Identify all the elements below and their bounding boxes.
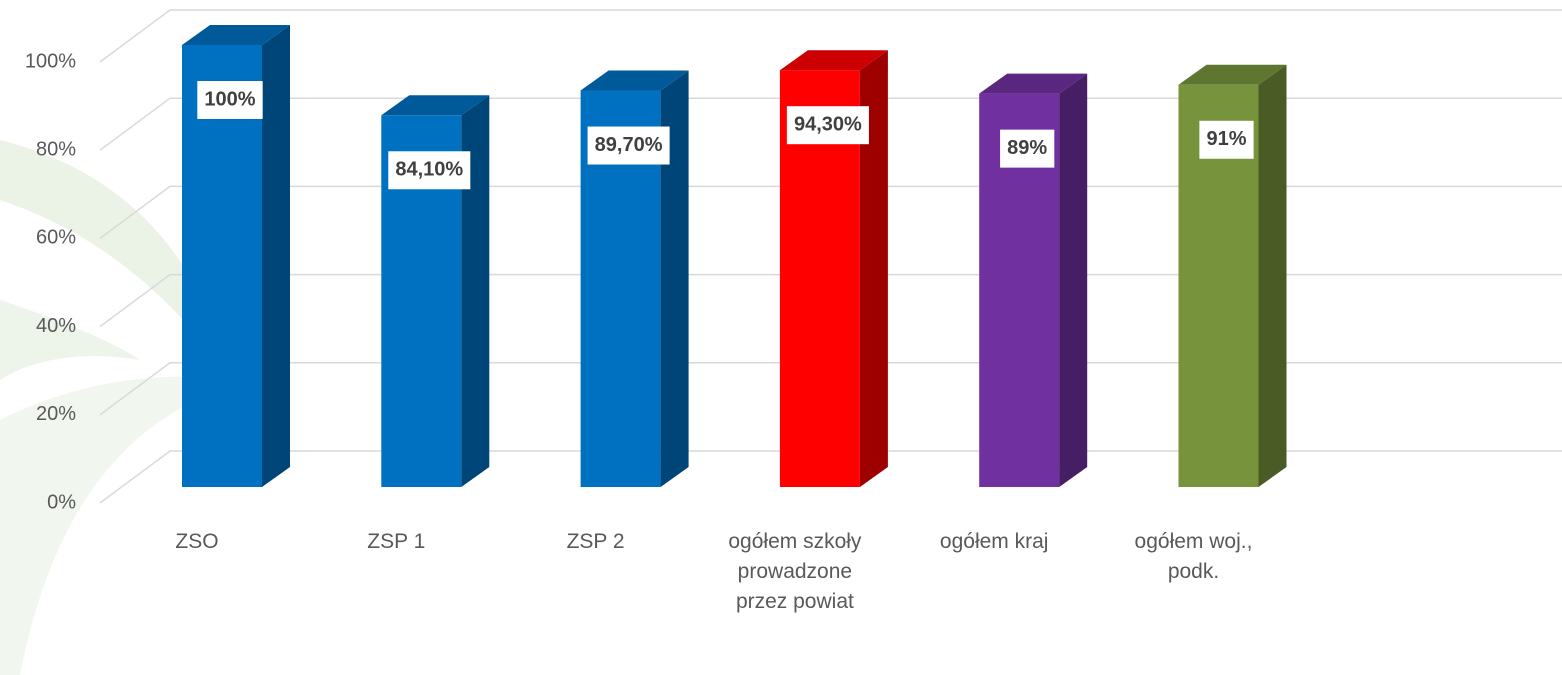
value-label: 84,10% — [395, 159, 463, 181]
bar-side — [1059, 73, 1088, 488]
bar-side — [461, 95, 490, 487]
y-tick-label: 80% — [36, 138, 76, 160]
value-label-box — [388, 151, 471, 190]
bar-top — [580, 70, 689, 91]
value-label: 100% — [204, 88, 255, 110]
background-swoosh — [0, 140, 230, 380]
bar-side — [660, 70, 689, 487]
grid-line — [99, 97, 1562, 151]
value-label-box — [786, 106, 869, 145]
bar-top — [182, 25, 290, 45]
value-label: 94,30% — [794, 113, 862, 135]
bar-side — [262, 25, 290, 487]
value-label-box — [1199, 120, 1254, 159]
grid-line — [99, 450, 1562, 504]
bar-side — [859, 50, 888, 487]
x-tick-label: ogółem szkoły prowadzone przez powiat — [728, 530, 862, 613]
value-label-box — [1000, 129, 1055, 168]
y-tick-label: 60% — [36, 227, 76, 249]
grid-line — [99, 273, 1562, 328]
x-tick-label: ogółem kraj — [939, 530, 1049, 553]
y-tick-label: 20% — [36, 403, 76, 425]
grid-line — [99, 362, 1562, 416]
value-label-box — [587, 126, 670, 165]
x-tick-label: ZSP 2 — [566, 530, 625, 553]
bar-side — [1258, 64, 1287, 487]
y-tick-label: 0% — [47, 491, 76, 513]
bar-top — [979, 73, 1088, 94]
value-label: 91% — [1206, 128, 1246, 150]
value-label-box — [197, 81, 263, 119]
x-tick-label: ogółem woj., podk. — [1134, 530, 1253, 583]
bar-top — [1178, 64, 1287, 85]
grid-line — [99, 185, 1562, 240]
background-swoosh — [0, 376, 260, 675]
bar-top — [381, 95, 490, 116]
x-tick-label: ZSP 1 — [367, 530, 426, 553]
value-label: 89% — [1007, 137, 1047, 159]
background-swoosh — [0, 300, 140, 380]
grid-line — [99, 9, 1562, 63]
y-tick-label: 40% — [36, 315, 76, 337]
x-tick-label: ZSO — [175, 530, 219, 553]
y-tick-label: 100% — [25, 50, 76, 72]
value-label: 89,70% — [595, 134, 663, 156]
bar-top — [779, 50, 888, 71]
